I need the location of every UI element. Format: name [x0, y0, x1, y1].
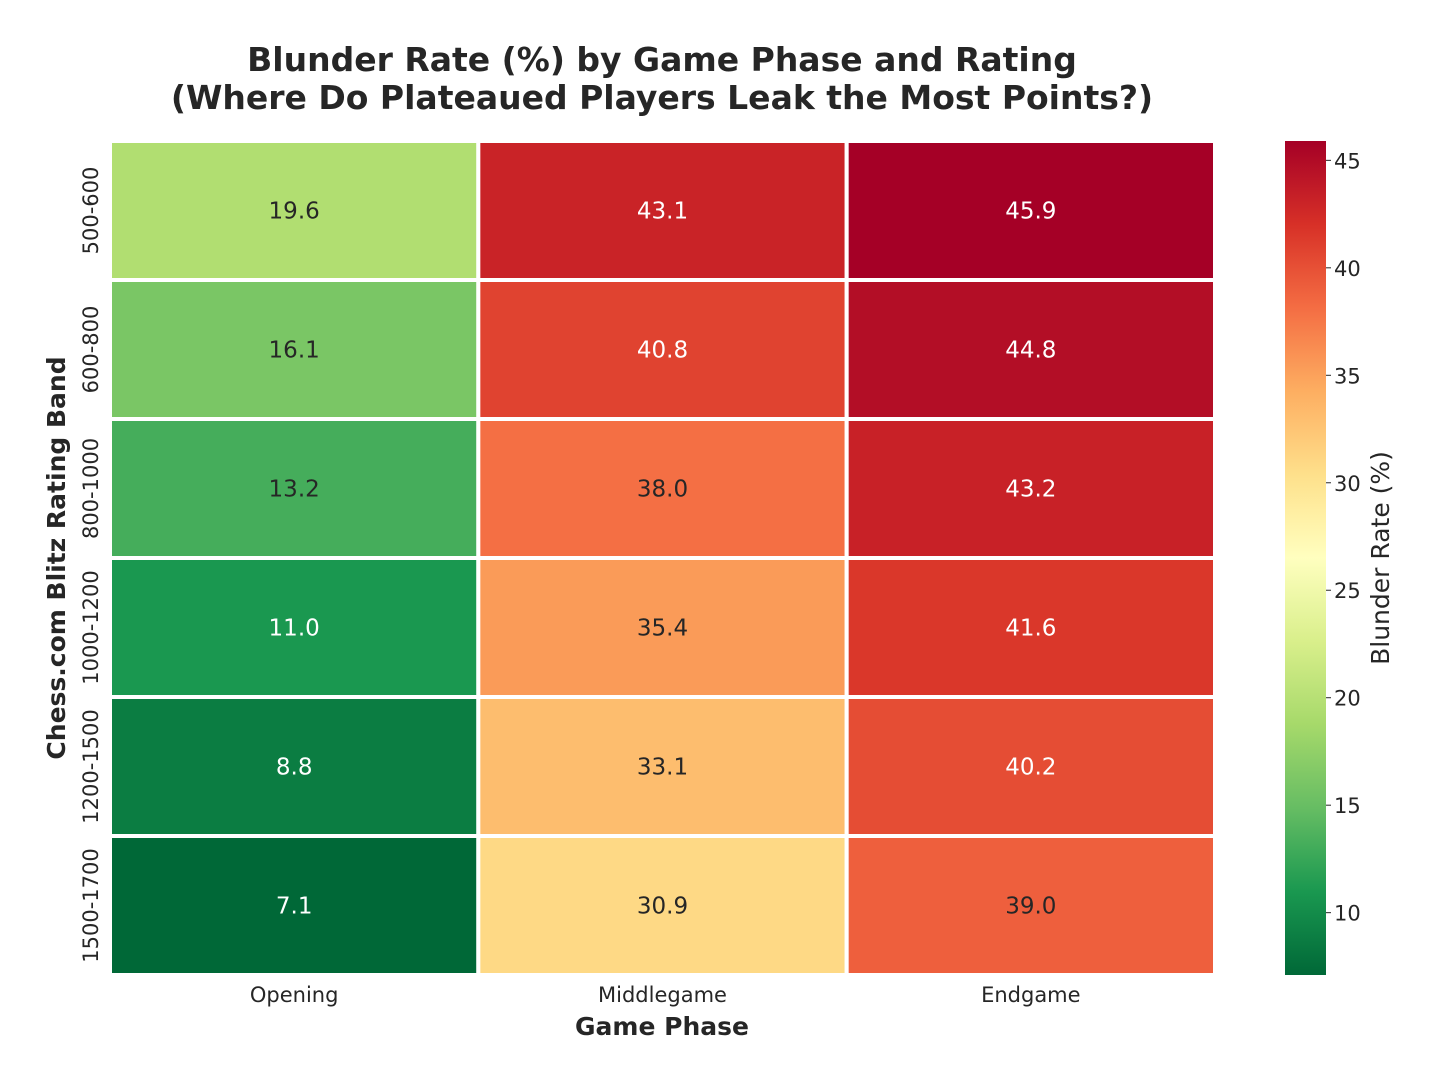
heatmap-cell-label: 35.4 — [637, 616, 688, 642]
x-tick-label: Endgame — [981, 983, 1080, 1007]
heatmap-cell — [844, 139, 1218, 282]
colorbar-tick-label: 25 — [1334, 579, 1361, 603]
chart-subtitle: (Where Do Plateaued Players Leak the Mos… — [171, 78, 1153, 117]
heatmap-cell-label: 38.0 — [637, 477, 688, 503]
colorbar-tick-label: 40 — [1334, 257, 1361, 281]
colorbar-tick-label: 15 — [1334, 794, 1361, 818]
y-tick-label: 1200-1500 — [79, 709, 103, 823]
heatmap-cell — [844, 556, 1218, 699]
heatmap-cell-label: 44.8 — [1005, 338, 1056, 364]
heatmap-cell-label: 40.8 — [637, 338, 688, 364]
x-axis-title: Game Phase — [575, 1012, 749, 1041]
heatmap-cell-label: 7.1 — [276, 894, 313, 920]
y-tick-label: 600-800 — [79, 306, 103, 394]
heatmap-cell-label: 43.1 — [637, 199, 688, 225]
y-tick-label: 800-1000 — [79, 438, 103, 539]
x-axis-ticks: Opening Middlegame Endgame — [250, 983, 1081, 1007]
colorbar-gradient — [1285, 141, 1326, 975]
colorbar-tick-label: 20 — [1334, 687, 1361, 711]
y-tick-label: 1000-1200 — [79, 570, 103, 684]
y-tick-label: 1500-1700 — [79, 848, 103, 962]
colorbar-tick-label: 30 — [1334, 472, 1361, 496]
y-axis-title: Chess.com Blitz Rating Band — [42, 356, 71, 759]
chart-title: Blunder Rate (%) by Game Phase and Ratin… — [247, 40, 1077, 79]
colorbar-tick-label: 10 — [1334, 902, 1361, 926]
heatmap-cell — [844, 834, 1218, 977]
heatmap-cell-label: 45.9 — [1005, 199, 1056, 225]
y-tick-label: 500-600 — [79, 167, 103, 255]
y-axis-ticks: 500-600 600-800 800-1000 1000-1200 1200-1500… — [79, 167, 103, 963]
heatmap-cell — [476, 139, 849, 282]
heatmap-cell — [108, 556, 481, 699]
heatmap-cell-label: 13.2 — [269, 477, 320, 503]
heatmap-cell — [476, 417, 849, 560]
heatmap-cells: 19.6 43.1 45.9 16.1 40.8 44.8 13.2 38.0 43.2 11.0… — [108, 139, 1218, 977]
heatmap-cell — [108, 139, 481, 282]
heatmap-cell-label: 33.1 — [637, 755, 688, 781]
heatmap-cell-label: 16.1 — [269, 338, 320, 364]
heatmap-cell-label: 40.2 — [1005, 755, 1056, 781]
heatmap-cell — [476, 834, 849, 977]
heatmap-cell-label: 39.0 — [1005, 894, 1056, 920]
colorbar: 10 15 20 25 30 35 40 45 — [1285, 141, 1361, 975]
heatmap-cell — [476, 695, 849, 838]
heatmap-cell-label: 19.6 — [269, 199, 320, 225]
heatmap-cell — [108, 834, 481, 977]
heatmap-cell-label: 43.2 — [1005, 477, 1056, 503]
colorbar-label: Blunder Rate (%) — [1366, 451, 1395, 665]
heatmap-cell — [844, 278, 1218, 421]
x-tick-label: Middlegame — [598, 983, 727, 1007]
colorbar-tick-label: 35 — [1334, 364, 1361, 388]
heatmap-cell-label: 41.6 — [1005, 616, 1056, 642]
x-tick-label: Opening — [250, 983, 339, 1007]
heatmap-cell-label: 8.8 — [276, 755, 313, 781]
heatmap-cell-label: 11.0 — [269, 616, 320, 642]
heatmap-cell-label: 30.9 — [637, 894, 688, 920]
colorbar-tick-label: 45 — [1334, 149, 1361, 173]
